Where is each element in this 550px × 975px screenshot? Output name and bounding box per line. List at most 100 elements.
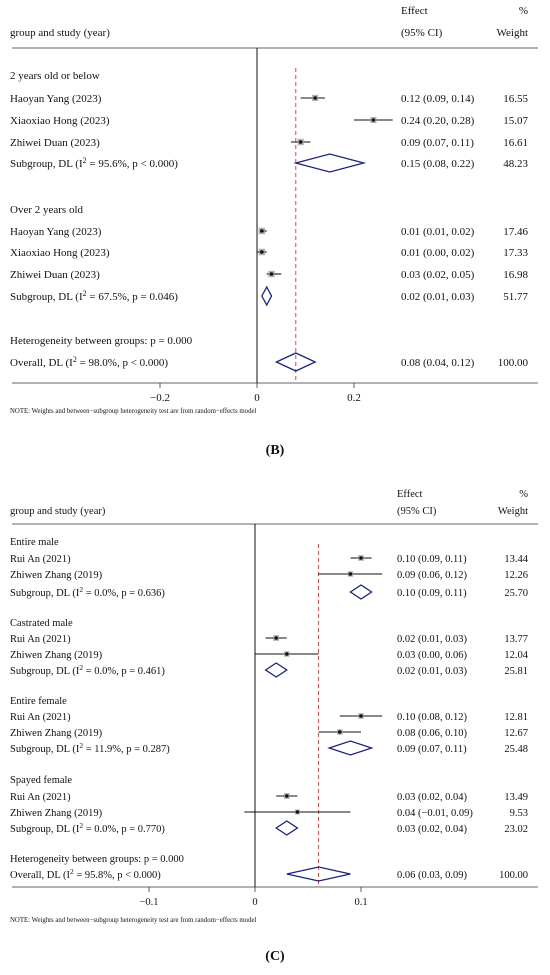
p1-group-0-title: 2 years old or below: [10, 70, 100, 82]
p1-header-percent: %: [519, 5, 528, 17]
p1-overall-weight: 100.00: [498, 357, 529, 369]
p1-g0-subgroup-label: Subgroup, DL (I2 = 95.6%, p < 0.000): [10, 156, 178, 170]
p2-group-3-title: Spayed female: [10, 775, 72, 786]
p1-header-study-col: group and study (year): [10, 27, 110, 39]
p2-g0-study-0-point: [359, 556, 363, 560]
p1-g1-study-0-point: [260, 229, 264, 233]
p1-overall-diamond: [274, 352, 317, 372]
p2-g1-study-1-ci: 0.03 (0.00, 0.06): [397, 650, 467, 661]
p2-g1-study-0-ci: 0.02 (0.01, 0.03): [397, 634, 467, 645]
p1-g1-study-2-ci: 0.03 (0.02, 0.05): [401, 269, 475, 281]
p1-g0-study-1-point: [371, 118, 376, 122]
p1-g0-study-0-weight: 16.55: [503, 93, 528, 105]
p2-g0-study-1-ci: 0.09 (0.06, 0.12): [397, 570, 467, 581]
p1-g0-study-0-point: [313, 96, 318, 100]
p2-g1-subgroup-weight: 25.81: [504, 666, 528, 677]
p1-g1-study-2-point: [269, 272, 274, 276]
p1-header-ci: (95% CI): [401, 27, 443, 39]
p2-g0-subgroup-weight: 25.70: [504, 588, 528, 599]
p2-g3-subgroup-weight: 23.02: [504, 824, 528, 835]
p1-g0-study-2-point: [298, 140, 303, 144]
p1-g1-subgroup-diamond: [261, 285, 273, 307]
p2-note: NOTE: Weights and between−subgroup heter…: [10, 917, 256, 924]
p2-header-percent: %: [519, 489, 528, 500]
p2-g3-study-0-weight: 13.49: [504, 792, 528, 803]
p1-g0-study-0-label: Haoyan Yang (2023): [10, 93, 102, 105]
p2-g2-subgroup-diamond: [327, 740, 374, 756]
p1-note: NOTE: Weights and between−subgroup heter…: [10, 408, 256, 415]
p1-header-effect: Effect: [401, 5, 428, 17]
p2-g2-study-0-ci: 0.10 (0.08, 0.12): [397, 712, 467, 723]
p1-g1-study-1-point: [260, 250, 264, 254]
p1-g1-subgroup-weight: 51.77: [503, 291, 528, 303]
p2-g2-subgroup-weight: 25.48: [504, 744, 528, 755]
p2-g0-study-1-weight: 12.26: [504, 570, 528, 581]
p2-g0-subgroup-ci: 0.10 (0.09, 0.11): [397, 588, 467, 599]
p1-g0-study-2-label: Zhiwei Duan (2023): [10, 137, 100, 149]
p2-g1-subgroup-diamond: [264, 662, 288, 678]
p1-g0-study-1-label: Xiaoxiao Hong (2023): [10, 115, 110, 127]
p1-g1-study-0-ci: 0.01 (0.01, 0.02): [401, 226, 475, 238]
p1-g0-study-2-ci: 0.09 (0.07, 0.11): [401, 137, 474, 149]
p2-g0-study-1-label: Zhiwen Zhang (2019): [10, 570, 103, 581]
p2-g2-study-1-ci: 0.08 (0.06, 0.10): [397, 728, 467, 739]
p1-g1-study-1-ci: 0.01 (0.00, 0.02): [401, 247, 475, 259]
p2-tick-label-1: 0: [252, 897, 257, 908]
p1-g1-study-0-label: Haoyan Yang (2023): [10, 226, 102, 238]
p2-g3-subgroup-label: Subgroup, DL (I2 = 0.0%, p = 0.770): [10, 821, 165, 835]
p2-g3-study-1-ci: 0.04 (−0.01, 0.09): [397, 808, 473, 819]
p2-g0-study-1-point: [348, 572, 353, 576]
p1-heterogeneity-text: Heterogeneity between groups: p = 0.000: [10, 335, 193, 347]
p2-g2-study-1-weight: 12.67: [504, 728, 528, 739]
p2-header-ci: (95% CI): [397, 506, 437, 517]
p2-header-effect: Effect: [397, 489, 423, 500]
p2-g1-subgroup-label: Subgroup, DL (I2 = 0.0%, p = 0.461): [10, 663, 165, 677]
p1-tick-label-1: 0: [254, 392, 260, 404]
p2-g2-study-0-point: [359, 714, 363, 718]
p2-g2-subgroup-ci: 0.09 (0.07, 0.11): [397, 744, 467, 755]
p1-tick-label-0: −0.2: [150, 392, 170, 404]
p1-g1-study-1-label: Xiaoxiao Hong (2023): [10, 247, 110, 259]
p1-g0-study-1-weight: 15.07: [503, 115, 528, 127]
p1-header-weight: Weight: [497, 27, 529, 39]
p2-g3-study-1-weight: 9.53: [510, 808, 528, 819]
p2-overall-ci: 0.06 (0.03, 0.09): [397, 870, 467, 881]
p1-group-1-title: Over 2 years old: [10, 204, 84, 216]
p2-g1-study-1-label: Zhiwen Zhang (2019): [10, 650, 103, 661]
p1-overall-label: Overall, DL (I2 = 98.0%, p < 0.000): [10, 355, 168, 369]
p2-overall-weight: 100.00: [499, 870, 528, 881]
p2-g2-study-1-label: Zhiwen Zhang (2019): [10, 728, 103, 739]
p2-g3-study-1-point: [295, 810, 300, 814]
p2-g1-study-0-label: Rui An (2021): [10, 634, 71, 645]
p1-g0-subgroup-diamond: [293, 153, 367, 173]
p2-panel-label: (C): [265, 949, 285, 964]
p2-g1-study-1-weight: 12.04: [504, 650, 528, 661]
p2-g2-study-1-point: [338, 730, 342, 734]
p1-g0-subgroup-weight: 48.23: [503, 158, 528, 170]
p2-tick-label-0: −0.1: [139, 897, 158, 908]
p2-g1-study-1-point: [285, 652, 289, 656]
p2-heterogeneity-text: Heterogeneity between groups: p = 0.000: [10, 854, 184, 865]
p1-g1-study-2-label: Zhiwei Duan (2023): [10, 269, 100, 281]
p2-g3-subgroup-diamond: [275, 820, 299, 836]
p1-g1-study-2-weight: 16.98: [503, 269, 528, 281]
p2-group-0-title: Entire male: [10, 537, 59, 548]
p1-g0-study-2-weight: 16.61: [503, 137, 528, 149]
p1-tick-label-2: 0.2: [347, 392, 361, 404]
p1-overall-ci: 0.08 (0.04, 0.12): [401, 357, 475, 369]
p2-g2-study-0-weight: 12.81: [504, 712, 528, 723]
p1-g1-subgroup-label: Subgroup, DL (I2 = 67.5%, p = 0.046): [10, 289, 178, 303]
p2-g1-study-0-weight: 13.77: [504, 634, 528, 645]
p1-g1-study-1-weight: 17.33: [503, 247, 528, 259]
p2-g3-study-0-label: Rui An (2021): [10, 792, 71, 803]
p2-g1-subgroup-ci: 0.02 (0.01, 0.03): [397, 666, 467, 677]
p2-header-study-col: group and study (year): [10, 506, 106, 517]
p2-g1-study-0-point: [274, 636, 279, 640]
p2-group-2-title: Entire female: [10, 696, 67, 707]
p2-g0-subgroup-diamond: [349, 584, 373, 600]
p2-g0-study-0-ci: 0.10 (0.09, 0.11): [397, 554, 467, 565]
p2-header-weight: Weight: [498, 506, 528, 517]
p2-g3-study-1-label: Zhiwen Zhang (2019): [10, 808, 103, 819]
